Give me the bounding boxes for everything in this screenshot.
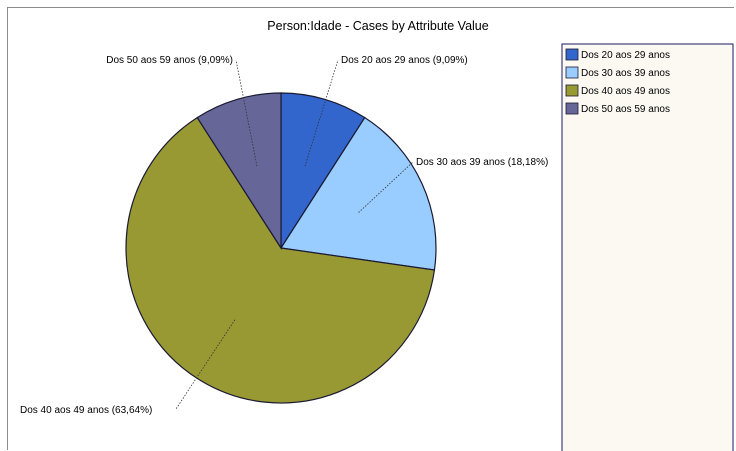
legend-box (561, 43, 734, 451)
leader-line-2 (358, 161, 414, 213)
pie-slice-2 (279, 116, 437, 271)
legend-swatch-2 (565, 66, 579, 79)
leader-line-1 (304, 59, 339, 167)
pie-slice-1 (280, 92, 366, 251)
legend-label-2: Dos 30 aos 39 anos (581, 68, 670, 79)
pie-chart: Person:Idade - Cases by Attribute Value … (20, 19, 734, 451)
legend-swatch-3 (565, 84, 579, 97)
slice-label-2: Dos 30 aos 39 anos (18,18%) (416, 157, 548, 168)
pie-slices (125, 92, 437, 404)
legend-swatch-1 (565, 48, 579, 61)
legend: Dos 20 aos 29 anos Dos 30 aos 39 anos Dos … (561, 43, 734, 451)
slice-label-4: Dos 50 aos 59 anos (9,09%) (106, 55, 233, 66)
legend-label-3: Dos 40 aos 49 anos (581, 86, 670, 97)
pie-slice-3 (125, 116, 436, 404)
chart-frame: Person:Idade - Cases by Attribute Value … (7, 7, 734, 451)
slice-leader-lines (175, 59, 414, 410)
legend-swatch-4 (565, 102, 579, 115)
slice-labels: Dos 20 aos 29 anos (9,09%) Dos 30 aos 39 … (20, 55, 548, 416)
legend-label-4: Dos 50 aos 59 anos (581, 104, 670, 115)
slice-label-3: Dos 40 aos 49 anos (63,64%) (20, 405, 152, 416)
chart-title: Person:Idade - Cases by Attribute Value (267, 19, 488, 33)
legend-label-1: Dos 20 aos 29 anos (581, 50, 670, 61)
slice-label-1: Dos 20 aos 29 anos (9,09%) (341, 55, 468, 66)
pie-slice-4 (196, 92, 282, 251)
leader-line-4 (235, 59, 258, 167)
